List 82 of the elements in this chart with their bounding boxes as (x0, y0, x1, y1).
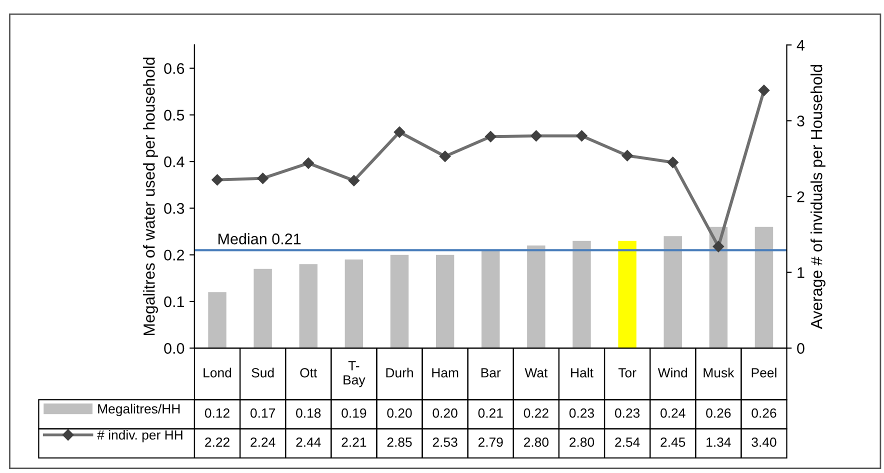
bar (344, 260, 364, 348)
y2-tick-label: 4 (796, 40, 805, 50)
data-label: 2.21 (342, 438, 366, 447)
point (348, 175, 360, 186)
data-label: 0.24 (660, 408, 686, 418)
y2-tick-label: 1 (798, 267, 804, 278)
x-tick-label: Peel (752, 368, 776, 378)
ref-line-label: Median 0.21 (218, 233, 301, 244)
data-label: 2.80 (570, 438, 594, 447)
data-label: 0.19 (342, 408, 366, 418)
y2-tick-label: 3 (797, 116, 804, 126)
x-tick-label: Ham (432, 368, 458, 378)
data-label: 2.22 (205, 438, 230, 447)
x-tick-label: Sud (252, 368, 274, 378)
point (302, 158, 314, 169)
data-label: 2.44 (296, 438, 321, 447)
y2-tick-label: 0 (797, 342, 804, 354)
y-tick-label: 0.1 (164, 296, 184, 308)
bar (299, 264, 318, 348)
y-tick-label: 0.0 (164, 342, 184, 354)
data-label: 1.34 (706, 438, 731, 447)
point (257, 172, 268, 184)
point (439, 150, 451, 162)
point (758, 84, 770, 96)
point (576, 130, 588, 142)
y-tick-label: 0.3 (164, 203, 184, 214)
y2-tick-label: 2 (797, 191, 804, 202)
bar (754, 226, 774, 348)
x-tick-label: Wat (524, 368, 548, 378)
x-tick-label: Lond (204, 368, 232, 378)
data-label: 0.21 (478, 408, 503, 418)
x-tick-label: Musk (704, 368, 734, 378)
bar (664, 236, 682, 348)
x-tick-label: Halt (571, 368, 594, 378)
data-label: 2.54 (615, 438, 640, 447)
x-tick-label: Durh (386, 368, 413, 378)
data-label: 2.80 (524, 438, 549, 447)
data-label: 0.22 (524, 408, 548, 418)
y-tick-label: 0.2 (164, 250, 184, 261)
data-label: 0.26 (752, 408, 776, 418)
x-tick-label: Ott (300, 368, 318, 378)
point (485, 131, 496, 142)
point (712, 240, 724, 252)
point (212, 174, 223, 186)
y-tick-label: 0.4 (164, 156, 184, 168)
bar (390, 254, 409, 348)
bar (254, 268, 272, 348)
data-label: 0.23 (614, 408, 640, 418)
x-tick-label: T-Bay (344, 361, 366, 388)
data-label: 0.26 (706, 408, 731, 418)
legend-label: Megalitres/HH (98, 404, 180, 416)
bar (572, 240, 591, 348)
data-label: 0.20 (387, 408, 412, 418)
bar (482, 250, 500, 348)
point (394, 126, 406, 138)
data-label: 2.24 (250, 438, 276, 447)
y-tick-label: 0.5 (164, 110, 184, 121)
bar (618, 240, 636, 348)
data-label: 0.12 (204, 408, 230, 418)
x-tick-label: Wind (658, 368, 688, 378)
point (622, 150, 633, 162)
point (667, 156, 678, 168)
x-tick-label: Bar (481, 368, 501, 378)
data-label: 2.53 (432, 438, 458, 447)
point (530, 130, 542, 142)
data-label: 3.40 (752, 438, 776, 447)
y-tick-label: 0.6 (164, 63, 184, 74)
data-label: 0.18 (296, 408, 321, 418)
bar (527, 246, 546, 348)
data-label: 0.23 (569, 408, 594, 418)
bar (709, 226, 728, 348)
y2-axis-title: Average # of inviduals per Household (810, 64, 826, 330)
bar (436, 254, 454, 348)
bar (208, 292, 226, 348)
data-label: 2.85 (387, 438, 412, 447)
data-label: 0.20 (432, 408, 458, 418)
data-label: 0.17 (250, 408, 275, 418)
x-tick-label: Tor (618, 368, 636, 378)
data-label: 2.45 (660, 438, 686, 447)
data-label: 2.79 (478, 438, 503, 447)
legend-label: # indiv. per HH (97, 430, 182, 442)
y-axis-title: Megalitres of water used per household (143, 58, 158, 336)
